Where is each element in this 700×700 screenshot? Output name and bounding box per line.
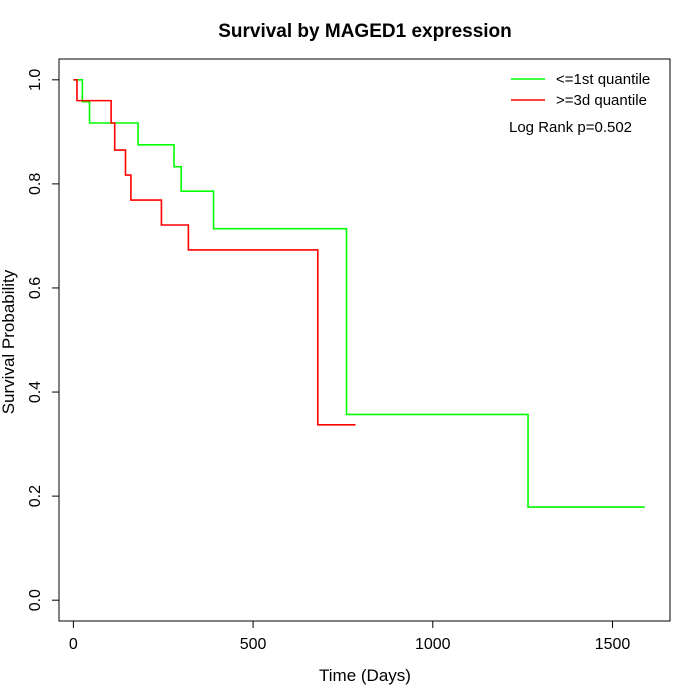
- x-tick-label: 1000: [415, 636, 451, 653]
- plot-frame: [58, 58, 671, 622]
- log-rank-annotation: Log Rank p=0.502: [509, 119, 632, 136]
- legend-label: >=3d quantile: [556, 92, 647, 109]
- y-tick-label: 0.0: [27, 589, 44, 611]
- chart-title: Survival by MAGED1 expression: [218, 21, 512, 42]
- legend: <=1st quantile >=3d quantile: [511, 71, 650, 109]
- series-layer: [73, 79, 645, 508]
- x-axis: 0 500 1000 1500: [69, 620, 631, 653]
- y-tick-label: 0.6: [27, 277, 44, 299]
- x-axis-label: Time (Days): [319, 666, 411, 685]
- x-tick-label: 1500: [595, 636, 631, 653]
- y-tick-label: 0.8: [27, 173, 44, 195]
- y-axis: 0.0 0.2 0.4 0.6 0.8 1.0: [27, 69, 60, 611]
- y-tick-label: 1.0: [27, 69, 44, 91]
- x-tick-label: 0: [69, 636, 78, 653]
- x-tick-label: 500: [240, 636, 267, 653]
- survival-curve-1: [73, 79, 645, 508]
- y-axis-label: Survival Probability: [0, 269, 18, 414]
- y-tick-label: 0.4: [27, 381, 44, 403]
- survival-curve-2: [73, 79, 356, 426]
- y-tick-label: 0.2: [27, 485, 44, 507]
- legend-label: <=1st quantile: [556, 71, 650, 88]
